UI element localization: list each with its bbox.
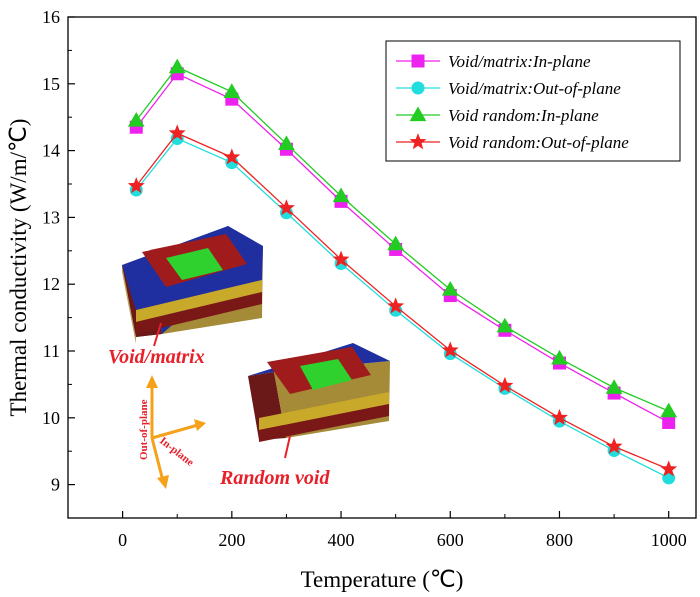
data-point bbox=[605, 437, 623, 454]
legend-marker bbox=[409, 106, 427, 122]
data-point bbox=[127, 112, 145, 127]
x-tick-label: 0 bbox=[118, 530, 127, 550]
legend-label: Void random:In-plane bbox=[448, 106, 599, 125]
x-tick-label: 400 bbox=[328, 530, 355, 550]
void-matrix-label: Void/matrix bbox=[108, 346, 205, 368]
x-tick-label: 800 bbox=[546, 530, 573, 550]
legend-label: Void/matrix:In-plane bbox=[448, 52, 591, 71]
random-void-label: Random void bbox=[219, 467, 330, 489]
plot-frame bbox=[67, 16, 697, 519]
data-point bbox=[660, 460, 678, 477]
data-point bbox=[387, 235, 405, 251]
x-axis-title: Temperature (℃) bbox=[301, 567, 464, 592]
data-point bbox=[496, 376, 514, 393]
y-tick-label: 9 bbox=[51, 475, 60, 495]
out-of-plane-label: Out-of-plane bbox=[138, 399, 150, 460]
legend-label: Void/matrix:Out-of-plane bbox=[448, 79, 621, 98]
legend-label: Void random:Out-of-plane bbox=[448, 133, 629, 152]
data-point bbox=[662, 415, 676, 429]
series-3 bbox=[127, 58, 678, 418]
x-tick-label: 1000 bbox=[651, 530, 687, 550]
data-point bbox=[223, 148, 241, 165]
data-point bbox=[605, 379, 623, 394]
y-tick-label: 16 bbox=[42, 7, 60, 27]
axis-ticks bbox=[68, 16, 670, 519]
series-layer bbox=[127, 58, 678, 485]
legend-marker bbox=[411, 54, 425, 68]
data-point bbox=[387, 297, 405, 314]
x-tick-label: 600 bbox=[437, 530, 464, 550]
tick-labels: 0 200 400 600 800 1000 9 10 11 12 13 14 15 16 bbox=[42, 7, 687, 550]
legend-marker bbox=[411, 81, 425, 95]
series-4 bbox=[127, 124, 678, 477]
y-tick-label: 14 bbox=[42, 141, 60, 161]
y-tick-label: 12 bbox=[42, 274, 60, 294]
y-axis-title: Thermal conductivity (W/m/℃) bbox=[6, 119, 31, 417]
legend: Void/matrix:In-plane Void/matrix:Out-of-p… bbox=[385, 40, 681, 162]
data-point bbox=[441, 341, 459, 358]
random-void-model-image bbox=[248, 343, 390, 442]
data-point bbox=[441, 281, 459, 296]
legend-marker bbox=[409, 133, 427, 150]
data-point bbox=[496, 317, 514, 333]
data-point bbox=[332, 187, 350, 203]
y-tick-label: 13 bbox=[42, 207, 60, 227]
data-point bbox=[223, 83, 241, 98]
y-tick-label: 15 bbox=[42, 74, 60, 94]
y-tick-label: 10 bbox=[42, 408, 60, 428]
data-point bbox=[551, 408, 568, 426]
model-illustrations bbox=[122, 226, 390, 489]
model1-pointer bbox=[153, 322, 162, 347]
y-tick-label: 11 bbox=[43, 341, 60, 361]
void-matrix-model-image bbox=[122, 226, 263, 344]
data-point bbox=[332, 250, 350, 267]
direction-arrows bbox=[146, 375, 206, 489]
data-point bbox=[277, 199, 295, 216]
data-point bbox=[168, 58, 186, 74]
data-point bbox=[278, 135, 295, 151]
data-point bbox=[660, 402, 678, 418]
data-point bbox=[551, 349, 568, 365]
in-plane-label: In-plane bbox=[157, 435, 196, 469]
model2-pointer bbox=[284, 435, 291, 459]
data-point bbox=[168, 124, 186, 141]
x-tick-label: 200 bbox=[218, 530, 245, 550]
data-point bbox=[127, 177, 145, 194]
